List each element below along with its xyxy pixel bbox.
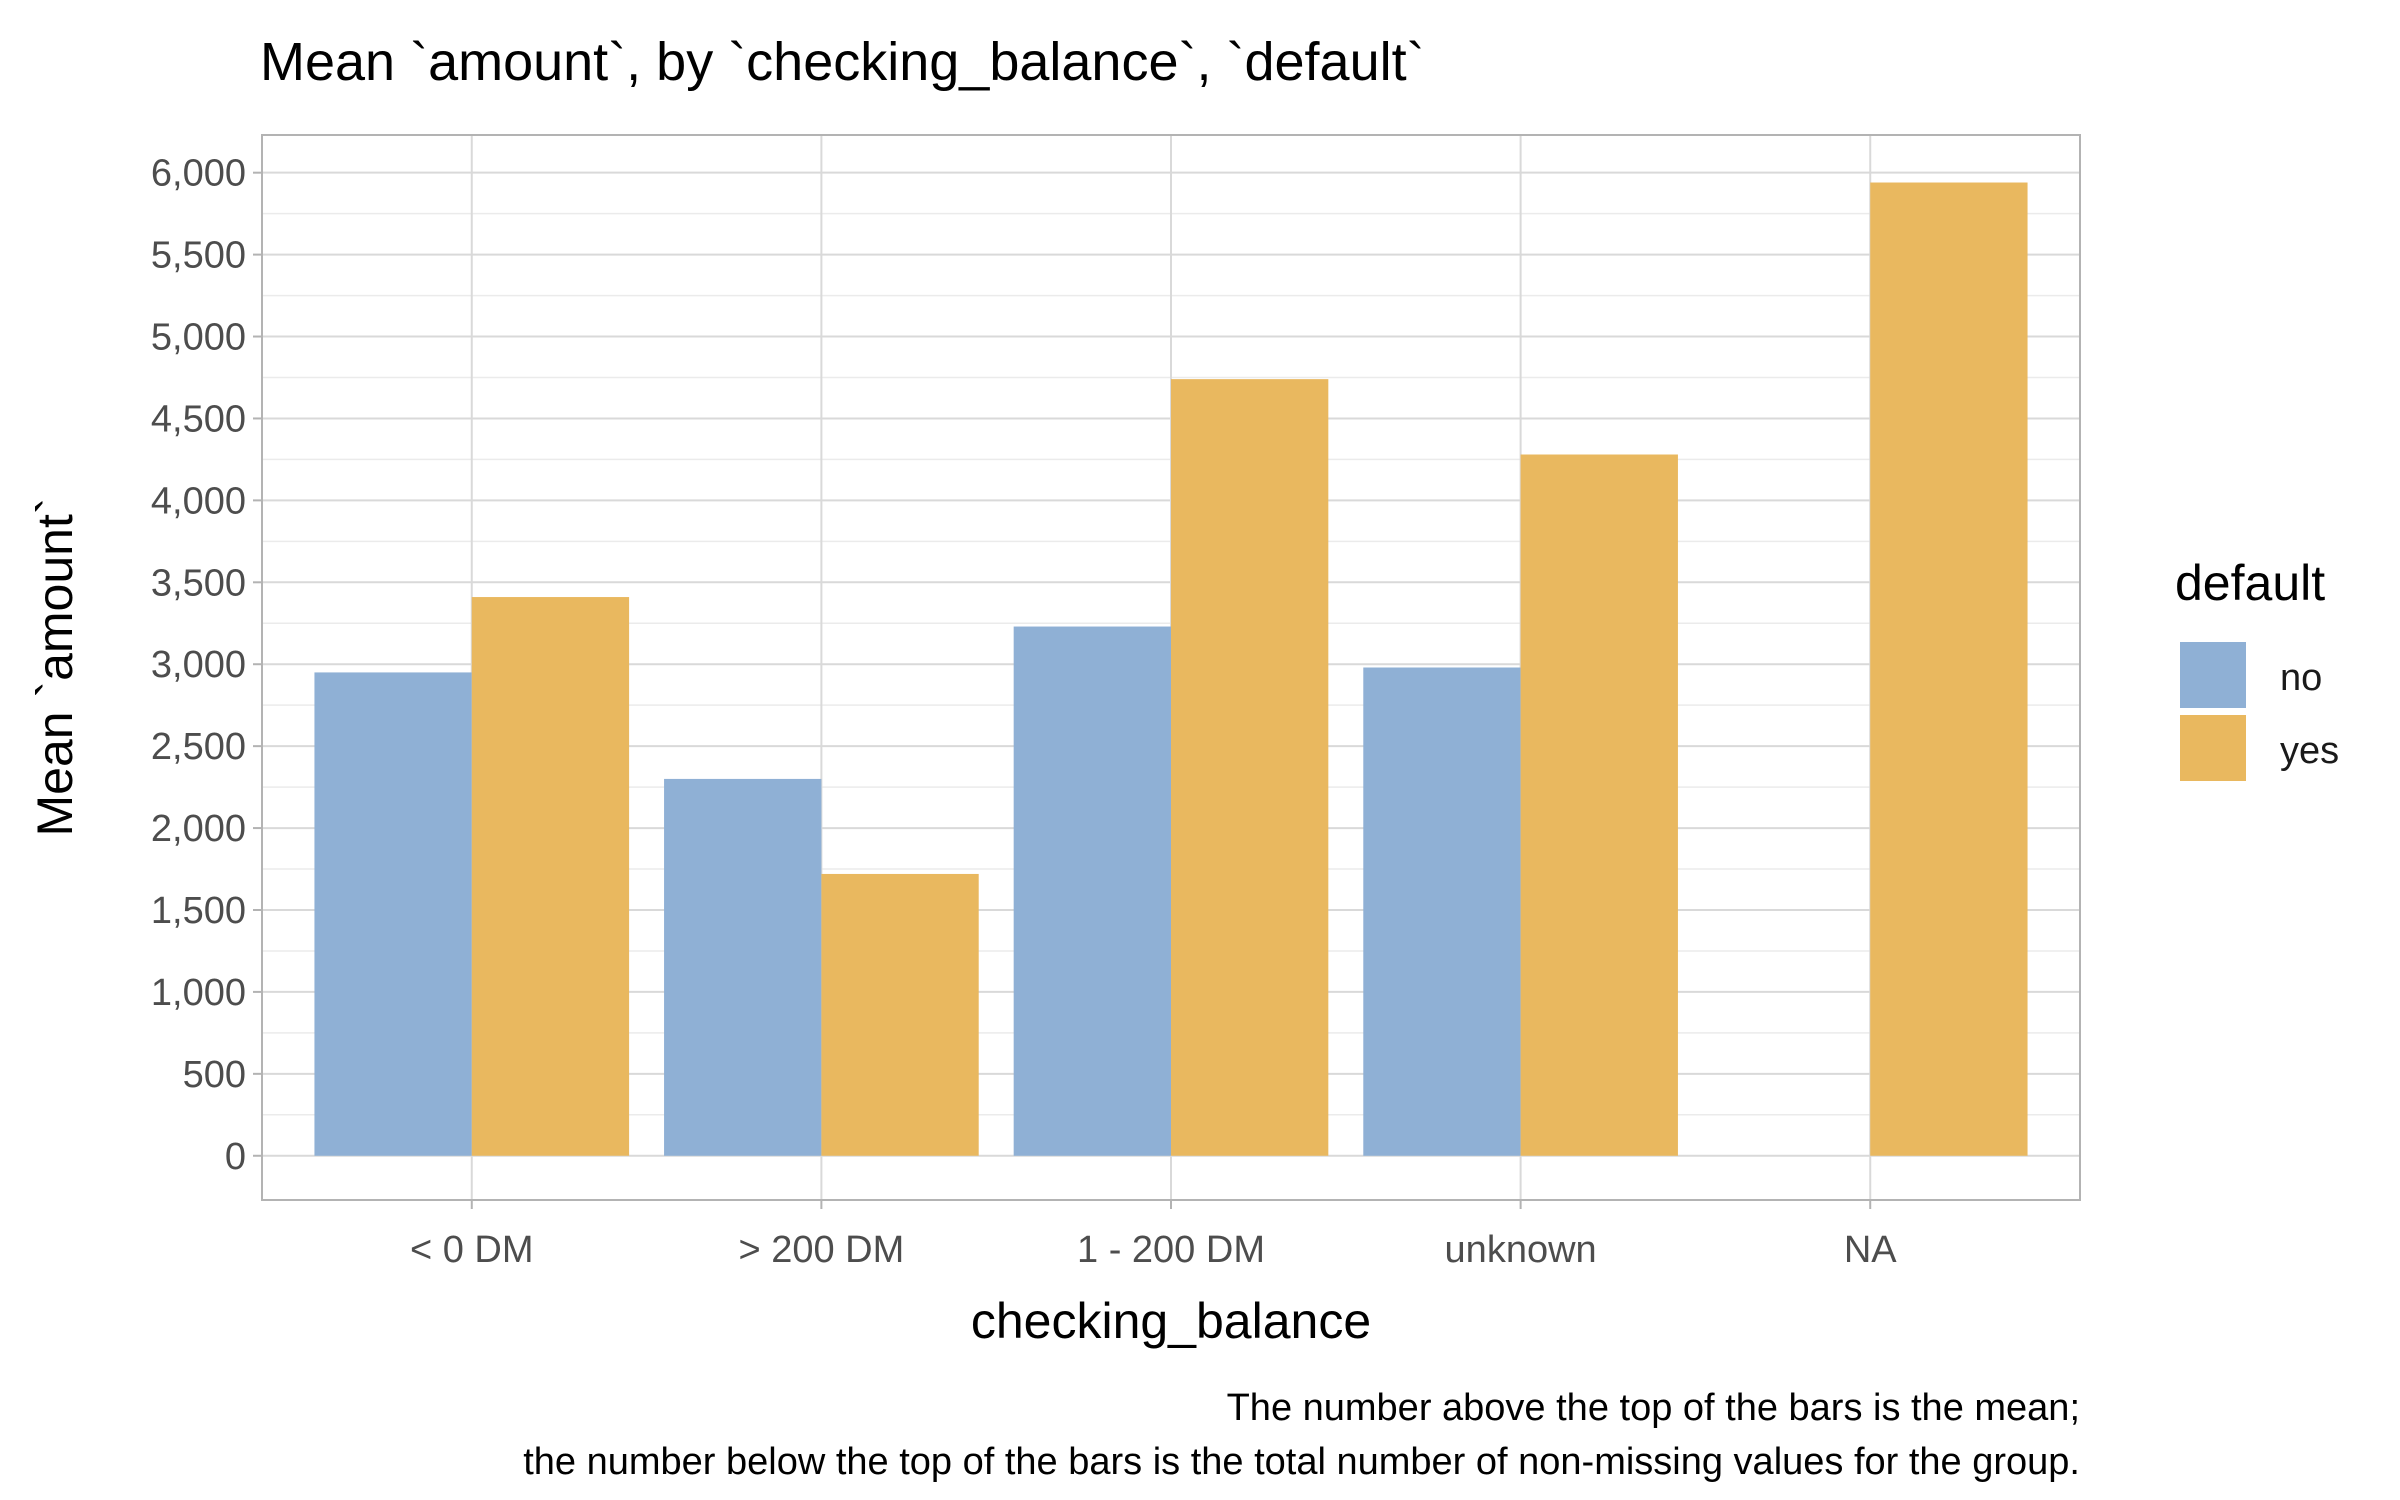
bars — [314, 182, 2028, 1156]
legend: default no yes — [2175, 555, 2339, 781]
bar-yes-3 — [1171, 379, 1329, 1156]
bar-yes-5 — [1870, 182, 2028, 1156]
y-tick-label: 2,500 — [151, 726, 246, 768]
y-tick-label: 4,500 — [151, 398, 246, 440]
x-tick-label: 1 - 200 DM — [1077, 1229, 1265, 1271]
y-tick-label: 2,000 — [151, 808, 246, 850]
legend-label-no: no — [2280, 657, 2322, 699]
caption-line-2: the number below the top of the bars is … — [523, 1441, 2080, 1483]
y-tick-label: 5,500 — [151, 235, 246, 277]
y-tick-label: 5,000 — [151, 317, 246, 359]
chart-title: Mean `amount`, by `checking_balance`, `d… — [260, 32, 1425, 92]
x-tick-label: unknown — [1445, 1229, 1597, 1271]
legend-key-no — [2180, 642, 2246, 708]
caption-line-1: The number above the top of the bars is … — [1227, 1387, 2080, 1429]
legend-title: default — [2175, 555, 2325, 611]
y-tick-label: 6,000 — [151, 153, 246, 195]
bar-yes-2 — [821, 873, 979, 1156]
bar-yes-4 — [1520, 454, 1678, 1156]
legend-key-yes — [2180, 715, 2246, 781]
x-axis-ticks: < 0 DM > 200 DM 1 - 200 DM unknown NA — [410, 1200, 1897, 1271]
x-tick-label: > 200 DM — [738, 1229, 904, 1271]
x-tick-label: NA — [1844, 1229, 1897, 1271]
y-tick-label: 4,000 — [151, 480, 246, 522]
bar-no-1 — [314, 672, 472, 1156]
y-tick-label: 3,000 — [151, 644, 246, 686]
x-axis-title: checking_balance — [971, 1293, 1371, 1349]
y-axis-ticks: 0 500 1,000 1,500 2,000 2,500 3,000 3,500 4,000 4… — [151, 153, 262, 1178]
y-tick-label: 1,000 — [151, 972, 246, 1014]
y-tick-label: 1,500 — [151, 890, 246, 932]
bar-yes-1 — [471, 597, 630, 1156]
y-axis-title: Mean `amount` — [27, 497, 83, 836]
y-tick-label: 0 — [225, 1136, 246, 1178]
y-tick-label: 500 — [183, 1054, 246, 1096]
bar-no-4 — [1363, 667, 1521, 1156]
bar-no-3 — [1013, 626, 1171, 1156]
bar-no-2 — [664, 778, 822, 1156]
x-tick-label: < 0 DM — [410, 1229, 534, 1271]
y-tick-label: 3,500 — [151, 562, 246, 604]
legend-label-yes: yes — [2280, 730, 2339, 772]
